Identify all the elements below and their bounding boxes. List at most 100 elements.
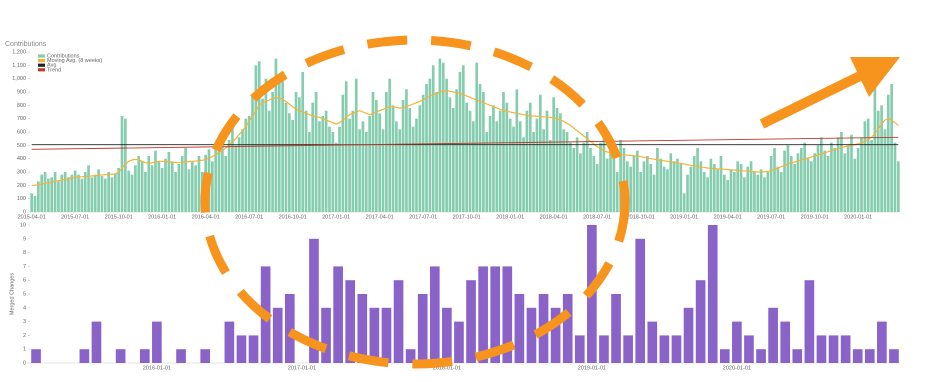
bar bbox=[836, 137, 840, 212]
bar bbox=[786, 145, 790, 212]
x-tick-label: 2015-07-01 bbox=[61, 214, 89, 220]
y-tick-label: 3 bbox=[23, 319, 26, 325]
bar bbox=[91, 321, 102, 363]
bar bbox=[733, 172, 736, 212]
bar bbox=[719, 156, 723, 212]
bar bbox=[33, 196, 37, 212]
reference-line bbox=[31, 136, 899, 150]
bar bbox=[763, 177, 766, 212]
bar bbox=[368, 116, 371, 212]
bar bbox=[395, 121, 398, 212]
bar bbox=[505, 102, 509, 212]
bar bbox=[488, 116, 492, 212]
bar bbox=[662, 166, 666, 212]
x-tick-label: 2015-10-01 bbox=[105, 214, 133, 220]
y-tick-label: 400 bbox=[17, 156, 26, 162]
bar bbox=[830, 142, 833, 212]
bar bbox=[642, 161, 646, 212]
bar bbox=[140, 161, 144, 212]
bar bbox=[264, 78, 268, 213]
bar bbox=[57, 181, 60, 212]
bar bbox=[823, 150, 827, 212]
bar bbox=[756, 349, 766, 363]
bar bbox=[77, 174, 80, 212]
legend-swatch bbox=[38, 54, 45, 58]
bar bbox=[103, 178, 107, 212]
bar bbox=[592, 156, 596, 212]
bar bbox=[816, 335, 827, 363]
bar bbox=[696, 148, 699, 212]
bar bbox=[780, 321, 791, 363]
bar bbox=[271, 92, 274, 212]
bar bbox=[779, 172, 783, 212]
bar bbox=[789, 156, 793, 212]
bar bbox=[277, 76, 281, 212]
bar bbox=[415, 118, 418, 212]
bar bbox=[749, 161, 753, 212]
bar bbox=[150, 165, 154, 212]
bar bbox=[659, 335, 670, 363]
bar bbox=[341, 94, 345, 212]
bar bbox=[180, 156, 184, 212]
bar bbox=[860, 137, 863, 212]
bar bbox=[695, 280, 706, 363]
bar bbox=[492, 105, 495, 212]
y-tick-label: 600 bbox=[17, 129, 26, 135]
bar bbox=[579, 153, 582, 212]
x-tick-label: 2019-04-01 bbox=[714, 214, 742, 220]
bar bbox=[609, 148, 612, 212]
bar bbox=[287, 113, 291, 212]
y-tick-label: 7 bbox=[23, 264, 26, 270]
bar bbox=[646, 156, 649, 212]
bar bbox=[622, 148, 626, 212]
bar bbox=[498, 110, 502, 212]
x-tick-label: 2019-07-01 bbox=[757, 214, 785, 220]
bar bbox=[548, 140, 552, 212]
bar bbox=[411, 126, 415, 212]
bar bbox=[187, 169, 191, 212]
bar bbox=[565, 132, 569, 212]
bar bbox=[526, 307, 537, 363]
bar bbox=[722, 174, 726, 212]
arrow-head bbox=[850, 57, 900, 97]
bar bbox=[257, 61, 261, 213]
bar bbox=[612, 156, 616, 212]
bar bbox=[348, 118, 351, 212]
bar bbox=[572, 148, 576, 212]
bar bbox=[398, 129, 402, 212]
bar bbox=[756, 174, 760, 212]
bar bbox=[889, 349, 899, 363]
bar bbox=[689, 166, 693, 212]
bar bbox=[599, 335, 609, 363]
bar bbox=[659, 158, 663, 212]
bar bbox=[281, 81, 284, 212]
bar bbox=[773, 148, 776, 212]
bar bbox=[495, 121, 499, 212]
bar bbox=[333, 266, 343, 363]
bar bbox=[843, 153, 847, 212]
bar bbox=[619, 140, 622, 212]
bar bbox=[799, 148, 803, 212]
bar bbox=[514, 294, 525, 363]
bar bbox=[408, 108, 412, 212]
bar bbox=[850, 134, 853, 212]
bar bbox=[358, 129, 361, 212]
bar bbox=[820, 137, 823, 212]
bar bbox=[184, 148, 187, 212]
bar bbox=[804, 280, 815, 363]
bar bbox=[334, 142, 338, 212]
bar bbox=[490, 266, 501, 363]
bar bbox=[344, 81, 348, 212]
bar bbox=[783, 150, 786, 212]
bar bbox=[676, 158, 679, 212]
y-tick-label: 9 bbox=[23, 236, 26, 242]
y-tick-label: 4 bbox=[23, 305, 26, 311]
bar bbox=[652, 174, 656, 212]
bar bbox=[388, 78, 392, 213]
bar bbox=[139, 349, 150, 363]
y-tick-label: 800 bbox=[17, 103, 26, 109]
bar bbox=[374, 100, 378, 212]
bar bbox=[809, 161, 813, 212]
bar bbox=[682, 193, 686, 212]
bar bbox=[429, 266, 440, 363]
